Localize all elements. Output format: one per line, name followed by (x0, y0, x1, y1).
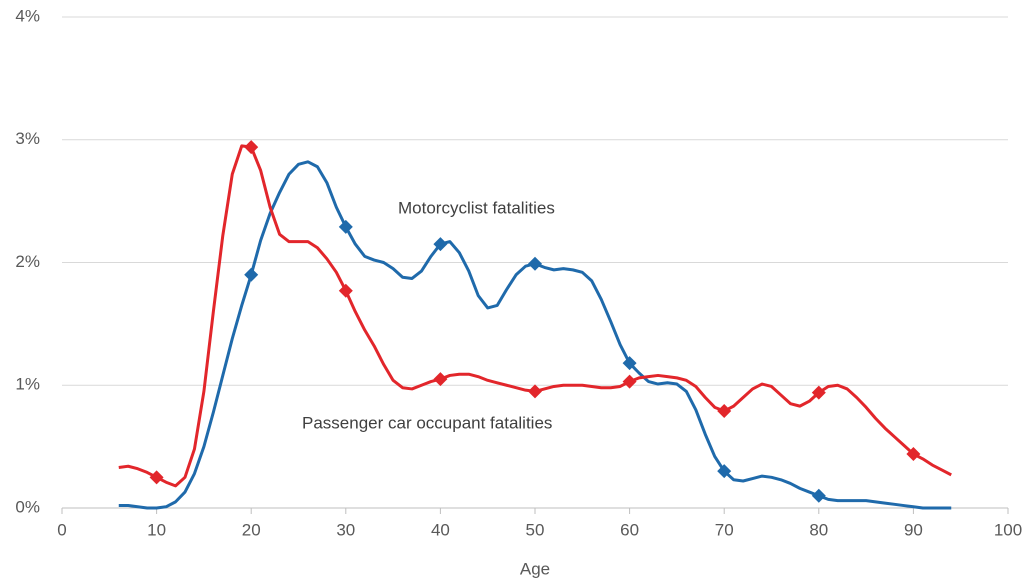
series-marker (338, 283, 353, 298)
y-tick-label: 3% (15, 129, 40, 148)
x-axis-label: Age (520, 559, 550, 578)
y-tick-label: 2% (15, 252, 40, 271)
series-marker (811, 488, 826, 503)
x-tick-label: 90 (904, 520, 923, 539)
series-marker (244, 267, 259, 282)
series-line (118, 144, 952, 488)
x-tick-label: 80 (809, 520, 828, 539)
x-tick-label: 40 (431, 520, 450, 539)
x-tick-label: 50 (526, 520, 545, 539)
series-marker (433, 372, 448, 387)
series-marker (338, 219, 353, 234)
series-marker (622, 356, 637, 371)
series-marker (717, 404, 732, 419)
series-marker (717, 464, 732, 479)
series-marker (906, 446, 921, 461)
series-marker (622, 374, 637, 389)
x-tick-label: 70 (715, 520, 734, 539)
y-tick-label: 1% (15, 375, 40, 394)
y-tick-label: 4% (15, 6, 40, 25)
series-annotation: Motorcyclist fatalities (398, 198, 555, 217)
series-marker (244, 140, 259, 155)
x-tick-label: 0 (57, 520, 66, 539)
x-tick-label: 100 (994, 520, 1022, 539)
x-tick-label: 10 (147, 520, 166, 539)
series-marker (433, 237, 448, 252)
series-marker (528, 384, 542, 399)
x-tick-label: 20 (242, 520, 261, 539)
series-marker (811, 385, 826, 400)
series-marker (528, 256, 542, 271)
series-marker (149, 470, 164, 485)
x-tick-label: 60 (620, 520, 639, 539)
y-tick-label: 0% (15, 497, 40, 516)
series-annotation: Passenger car occupant fatalities (302, 413, 552, 432)
x-tick-label: 30 (336, 520, 355, 539)
